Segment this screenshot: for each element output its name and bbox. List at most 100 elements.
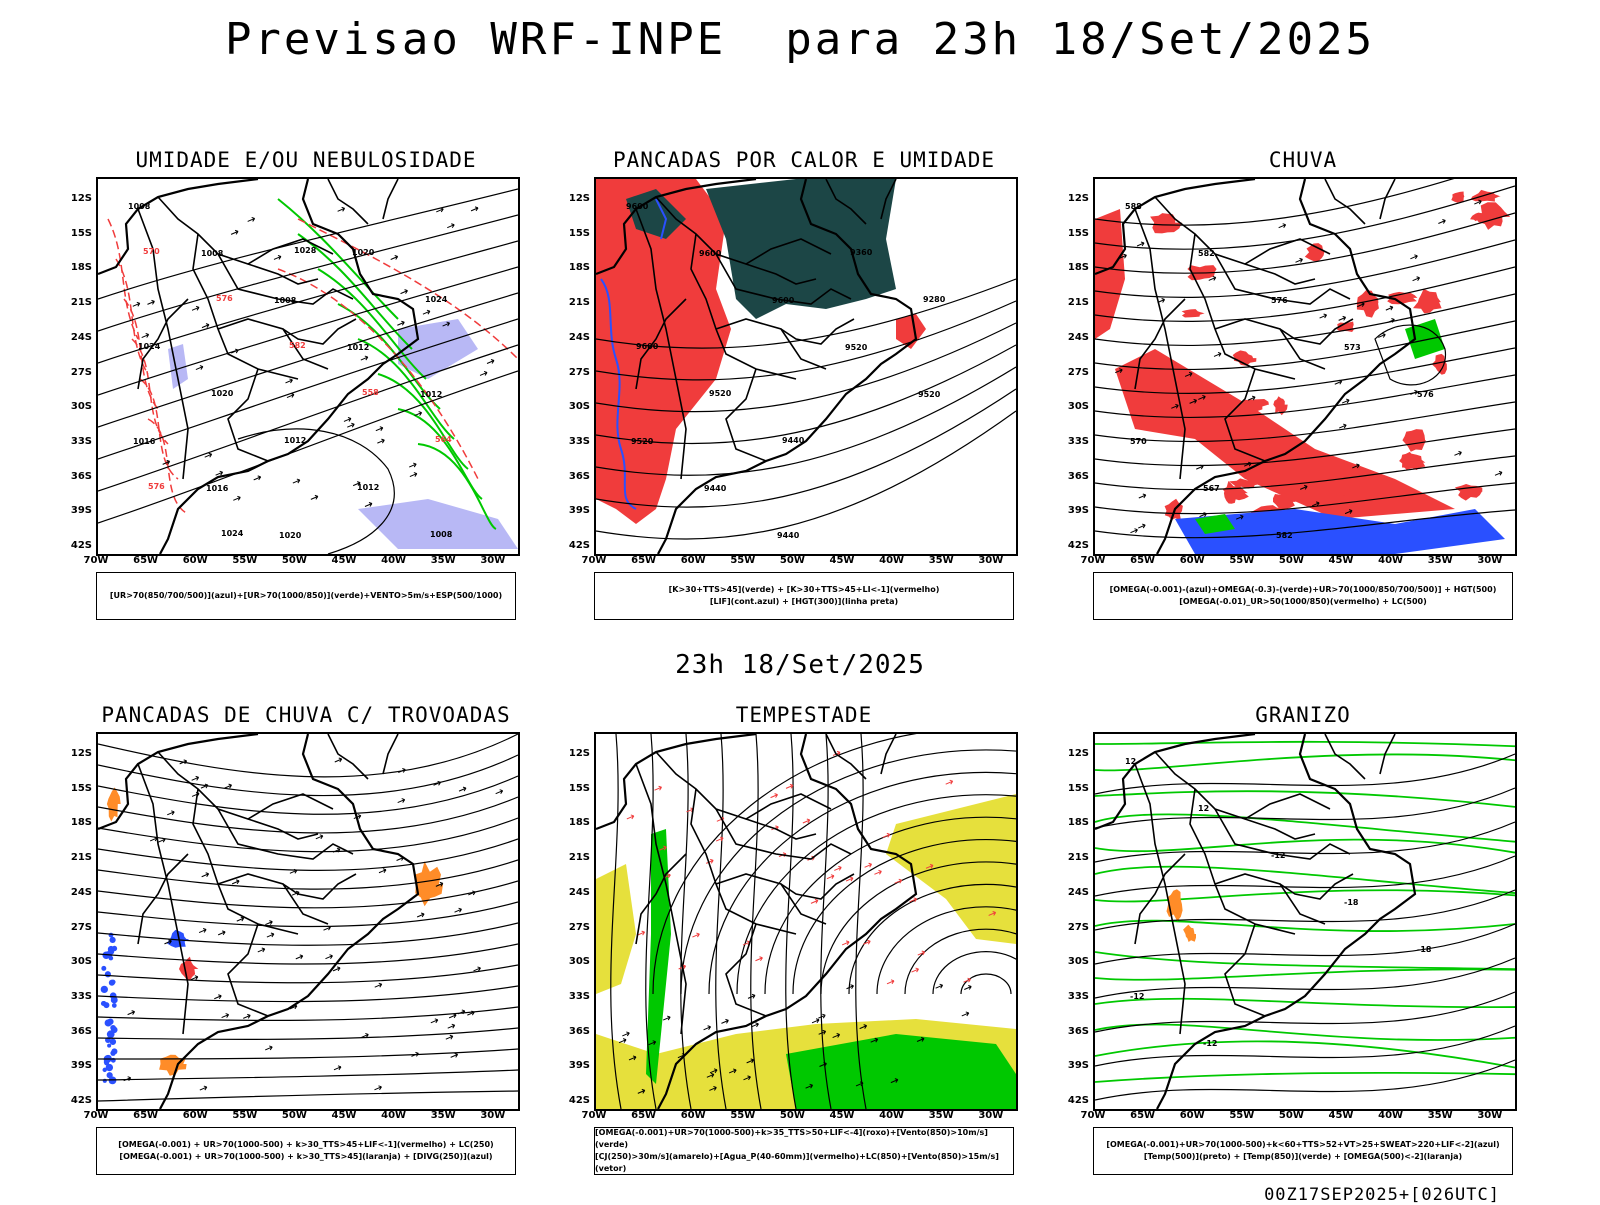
latitude-label: 27S <box>568 366 590 378</box>
political-border <box>137 208 189 480</box>
longitude-label: 70W <box>83 1110 109 1121</box>
latitude-label: 33S <box>568 435 590 447</box>
wind-vector <box>141 333 150 338</box>
wind-vector <box>1171 403 1179 409</box>
contour-line <box>820 861 1016 995</box>
humidity-mid-level-area <box>358 499 518 549</box>
wind-vector <box>292 478 301 484</box>
temp-850-contour <box>1095 790 1515 808</box>
omega-green-area <box>1195 514 1235 534</box>
contour-label: 1008 <box>201 249 224 258</box>
wind-vector <box>253 475 262 481</box>
wind-vector <box>495 789 504 795</box>
wind-vector <box>1247 395 1256 401</box>
instability-red-area <box>596 179 731 524</box>
political-border <box>715 808 852 860</box>
contour-line <box>98 817 518 853</box>
wind-vector <box>747 993 756 999</box>
latitude-label: 27S <box>70 921 92 933</box>
lifted-index-contour <box>655 198 668 240</box>
wind-vector <box>430 1018 439 1024</box>
latitude-label: 15S <box>568 782 590 794</box>
wind-vector <box>470 206 479 212</box>
wind-vector <box>411 1051 419 1057</box>
panel-legend: [OMEGA(-0.001)+UR>70(1000-500)+k<60+TTS>… <box>1093 1127 1513 1175</box>
latitude-label: 15S <box>568 227 590 239</box>
humidity-mid-level-area <box>398 319 478 379</box>
contour-line <box>1095 428 1515 467</box>
wind-vector <box>265 1045 273 1051</box>
latitude-label: 18S <box>70 262 92 274</box>
political-border <box>725 368 767 462</box>
divergence-blue-dot <box>109 1038 117 1045</box>
wind-vector <box>364 502 373 507</box>
wind-vector <box>1438 219 1446 224</box>
contour-label: -18 <box>1344 898 1359 907</box>
wind-vector <box>1338 315 1347 321</box>
longitude-label: 55W <box>730 555 756 566</box>
wind-vector <box>855 1081 864 1087</box>
wind-vector <box>859 1024 868 1030</box>
wind-vector <box>347 422 355 428</box>
wind-vector <box>378 868 387 874</box>
latitude-label: 33S <box>70 435 92 447</box>
longitude-label: 50W <box>779 1110 805 1121</box>
contour-label: 1024 <box>138 342 161 351</box>
longitude-label: 55W <box>232 555 258 566</box>
contour-line <box>785 734 797 1109</box>
wind-vector <box>1196 464 1204 470</box>
wind-vector <box>1494 470 1503 476</box>
latitude-label: 33S <box>70 990 92 1002</box>
contour-line <box>596 366 1016 476</box>
contour-line <box>645 734 657 1109</box>
political-border <box>745 818 817 840</box>
political-border <box>1214 873 1326 925</box>
jet-stream-yellow-area <box>886 794 1016 944</box>
contour-line <box>98 318 518 460</box>
political-border <box>217 253 354 305</box>
latitude-label: 30S <box>70 401 92 413</box>
contour-label: 1028 <box>294 246 317 255</box>
wind-vector <box>916 1037 925 1042</box>
wind-vector <box>721 1018 729 1024</box>
rain-red-cell <box>1273 492 1296 511</box>
wind-vector <box>479 370 488 376</box>
wind-vector <box>662 1015 671 1021</box>
contour-line <box>1095 923 1515 965</box>
longitude-label: 50W <box>281 1110 307 1121</box>
wind-vector <box>728 1068 737 1074</box>
contour-label: 9440 <box>777 531 800 540</box>
divergence-blue-dot <box>109 936 116 943</box>
temp-850-contour <box>1095 951 1515 971</box>
wind-vector <box>626 814 635 820</box>
political-border <box>217 808 354 860</box>
divergence-blue-dot <box>106 1072 113 1079</box>
contour-label: 564 <box>435 435 452 444</box>
legend-line: [OMEGA(-0.001)+UR>70(1000-500)+k>35_TTS>… <box>595 1128 988 1149</box>
latitude-label: 39S <box>568 1060 590 1072</box>
wind-vector <box>709 1085 717 1091</box>
contour-line <box>1374 324 1446 386</box>
wind-vector <box>436 207 444 213</box>
legend-line: [OMEGA(-0.001)+UR>70(1000-500)+k<60+TTS>… <box>1106 1140 1500 1149</box>
political-border <box>1244 263 1316 285</box>
political-border <box>1134 208 1186 480</box>
wind-vector <box>422 309 431 315</box>
legend-line: [CJ(250)>30m/s](amarelo)+[Agua_P(40-60mm… <box>595 1152 999 1173</box>
contour-label: 1020 <box>279 531 302 540</box>
contour-line <box>596 344 1016 445</box>
contour-label: 9520 <box>709 389 732 398</box>
political-border <box>157 751 334 820</box>
temp-850-contour <box>1095 968 1515 981</box>
weather-map: 1008 1008 1008 1012 1012 1016 1016 1020 1020 1024… <box>96 177 520 556</box>
wind-vector <box>1378 332 1386 338</box>
latitude-label: 30S <box>1067 956 1089 968</box>
longitude-label: 60W <box>1179 555 1205 566</box>
instability-red-area <box>896 314 926 349</box>
wind-vector <box>289 868 298 874</box>
latitude-label: 27S <box>1067 921 1089 933</box>
wind-vector <box>352 481 361 487</box>
wind-vector <box>162 459 171 465</box>
mid-title: 23h 18/Set/2025 <box>675 650 925 680</box>
wind-vector <box>201 872 210 878</box>
